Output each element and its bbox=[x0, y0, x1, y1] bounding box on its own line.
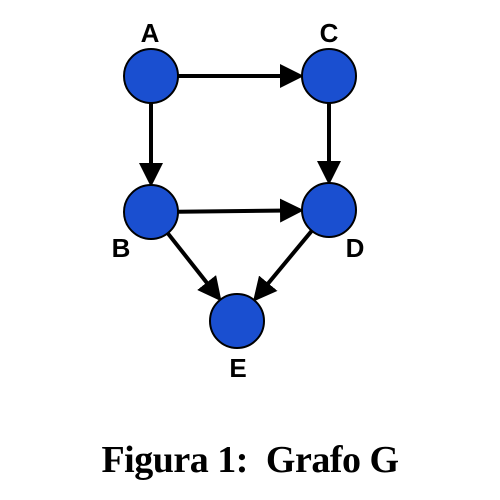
node-b bbox=[123, 184, 179, 240]
node-c bbox=[301, 48, 357, 104]
node-d bbox=[301, 182, 357, 238]
figure-caption: Figura 1: Grafo G bbox=[101, 439, 399, 481]
node-label-e: E bbox=[229, 353, 246, 383]
edge-b-d bbox=[177, 198, 305, 223]
node-label-c: C bbox=[320, 18, 339, 48]
node-label-a: A bbox=[141, 18, 160, 48]
edge-b-e bbox=[166, 231, 222, 302]
nodes-layer bbox=[123, 48, 357, 349]
edges-layer bbox=[139, 64, 341, 302]
node-a bbox=[123, 48, 179, 104]
node-label-b: B bbox=[112, 233, 131, 263]
node-label-d: D bbox=[346, 233, 365, 263]
node-e bbox=[209, 293, 265, 349]
labels-layer: A C B D E bbox=[112, 18, 365, 383]
edge-d-e bbox=[252, 229, 314, 302]
